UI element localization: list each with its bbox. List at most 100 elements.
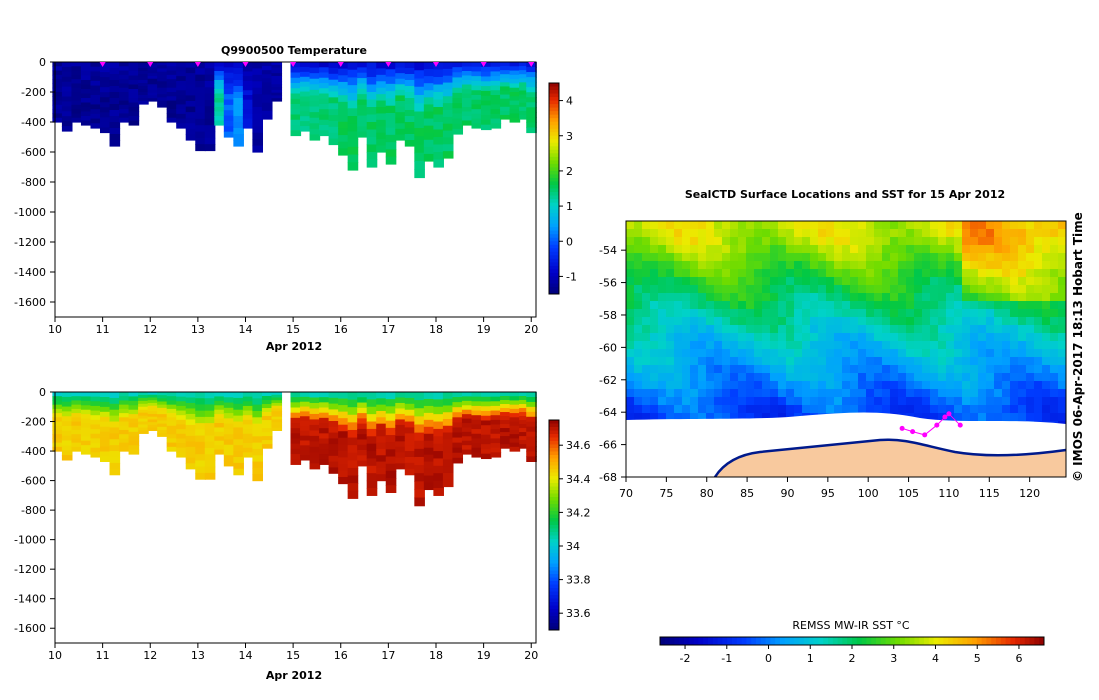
colorbar-tick-label: 34.6 (566, 439, 591, 452)
section-cell (185, 78, 197, 85)
section-cell (490, 438, 502, 444)
colorbar-segment (549, 223, 559, 228)
colorbar-tick-label: 6 (1015, 652, 1022, 665)
sst-cell (690, 309, 699, 318)
sst-cell (1042, 373, 1051, 382)
sst-cell (970, 229, 979, 238)
section-cell (461, 120, 473, 126)
sst-cell (994, 397, 1003, 406)
section-cell (319, 454, 330, 460)
section-cell (214, 445, 225, 451)
section-cell (461, 80, 473, 86)
colorbar-segment (794, 637, 800, 645)
sst-cell (810, 357, 819, 366)
section-cell (338, 424, 349, 432)
section-cell (261, 436, 273, 441)
colorbar-segment (549, 160, 559, 165)
colorbar-segment (986, 637, 992, 645)
map-longitude-axis: 70 75 80 85 90 95 100 105 110 115 120 (619, 477, 1040, 500)
sst-cell (874, 293, 883, 302)
sst-cell (1010, 381, 1019, 390)
sst-cell (778, 317, 787, 326)
section-cell (157, 74, 168, 79)
colorbar-segment (549, 577, 559, 582)
section-cell (509, 446, 521, 452)
section-cell (52, 79, 63, 85)
sst-cell (946, 365, 955, 374)
section-cell (480, 81, 492, 87)
section-cell (109, 427, 121, 434)
sst-cell (722, 397, 731, 406)
section-cell (423, 482, 435, 491)
section-cell (519, 90, 530, 96)
sst-cell (898, 357, 907, 366)
sst-cell (706, 245, 715, 254)
section-cell (490, 62, 502, 68)
surface-marker (385, 62, 392, 67)
section-cell (271, 98, 283, 102)
section-cell (119, 100, 130, 106)
sst-cell (922, 349, 931, 358)
section-cell (138, 394, 149, 399)
sst-cell (1026, 405, 1035, 414)
section-cell (214, 396, 225, 402)
sst-cell (794, 301, 803, 310)
sst-cell (858, 373, 867, 382)
section-cell (490, 424, 502, 430)
colorbar-segment (967, 637, 973, 645)
section-cell (433, 480, 444, 489)
section-cell (500, 78, 511, 83)
colorbar-segment (904, 637, 911, 645)
sst-cell (954, 261, 963, 270)
section-cell (471, 405, 483, 412)
sst-cell (1042, 245, 1051, 254)
sst-cell (930, 333, 939, 342)
section-cell (414, 144, 425, 154)
colorbar-segment (549, 507, 559, 512)
section-cell (214, 62, 225, 68)
sst-cell (730, 285, 739, 294)
sst-cell (986, 269, 995, 278)
section-profile (71, 392, 83, 452)
section-cell (61, 121, 73, 127)
sst-cell (858, 261, 867, 270)
section-cell (395, 62, 406, 69)
colorbar-segment (549, 588, 559, 592)
section-cell (157, 65, 168, 70)
sst-cell (1010, 229, 1019, 238)
section-cell (233, 86, 244, 93)
section-cell (128, 75, 140, 81)
section-cell (526, 67, 537, 73)
sst-cell (810, 237, 819, 246)
section-cell (80, 449, 92, 455)
sst-cell (930, 309, 939, 318)
section-cell (404, 68, 416, 75)
colorbar-segment (549, 437, 559, 442)
section-cell (433, 77, 444, 86)
section-cell (357, 439, 368, 446)
sst-cell (730, 405, 739, 414)
sst-cell (690, 341, 699, 350)
sst-cell (994, 229, 1003, 238)
sst-cell (882, 365, 891, 374)
antarctica-land (626, 412, 1067, 478)
section-cell (214, 80, 225, 86)
section-cell (338, 95, 349, 103)
section-cell (147, 92, 159, 97)
salinity-panel: 0-200-400-600-800-1000-1200-1400-1600 10… (14, 386, 590, 682)
lon-tick-label: 75 (659, 487, 673, 500)
sst-cell (810, 269, 819, 278)
sst-cell (650, 253, 659, 262)
sst-cell (1058, 221, 1067, 230)
section-cell (119, 434, 130, 440)
sst-cell (1018, 301, 1027, 310)
section-cell (509, 434, 521, 440)
section-cell (119, 117, 130, 123)
sst-cell (642, 237, 651, 246)
sst-cell (794, 317, 803, 326)
sst-cell (994, 405, 1003, 414)
section-cell (185, 62, 197, 69)
section-cell (271, 394, 283, 399)
section-cell (319, 397, 330, 403)
section-cell (90, 118, 102, 124)
